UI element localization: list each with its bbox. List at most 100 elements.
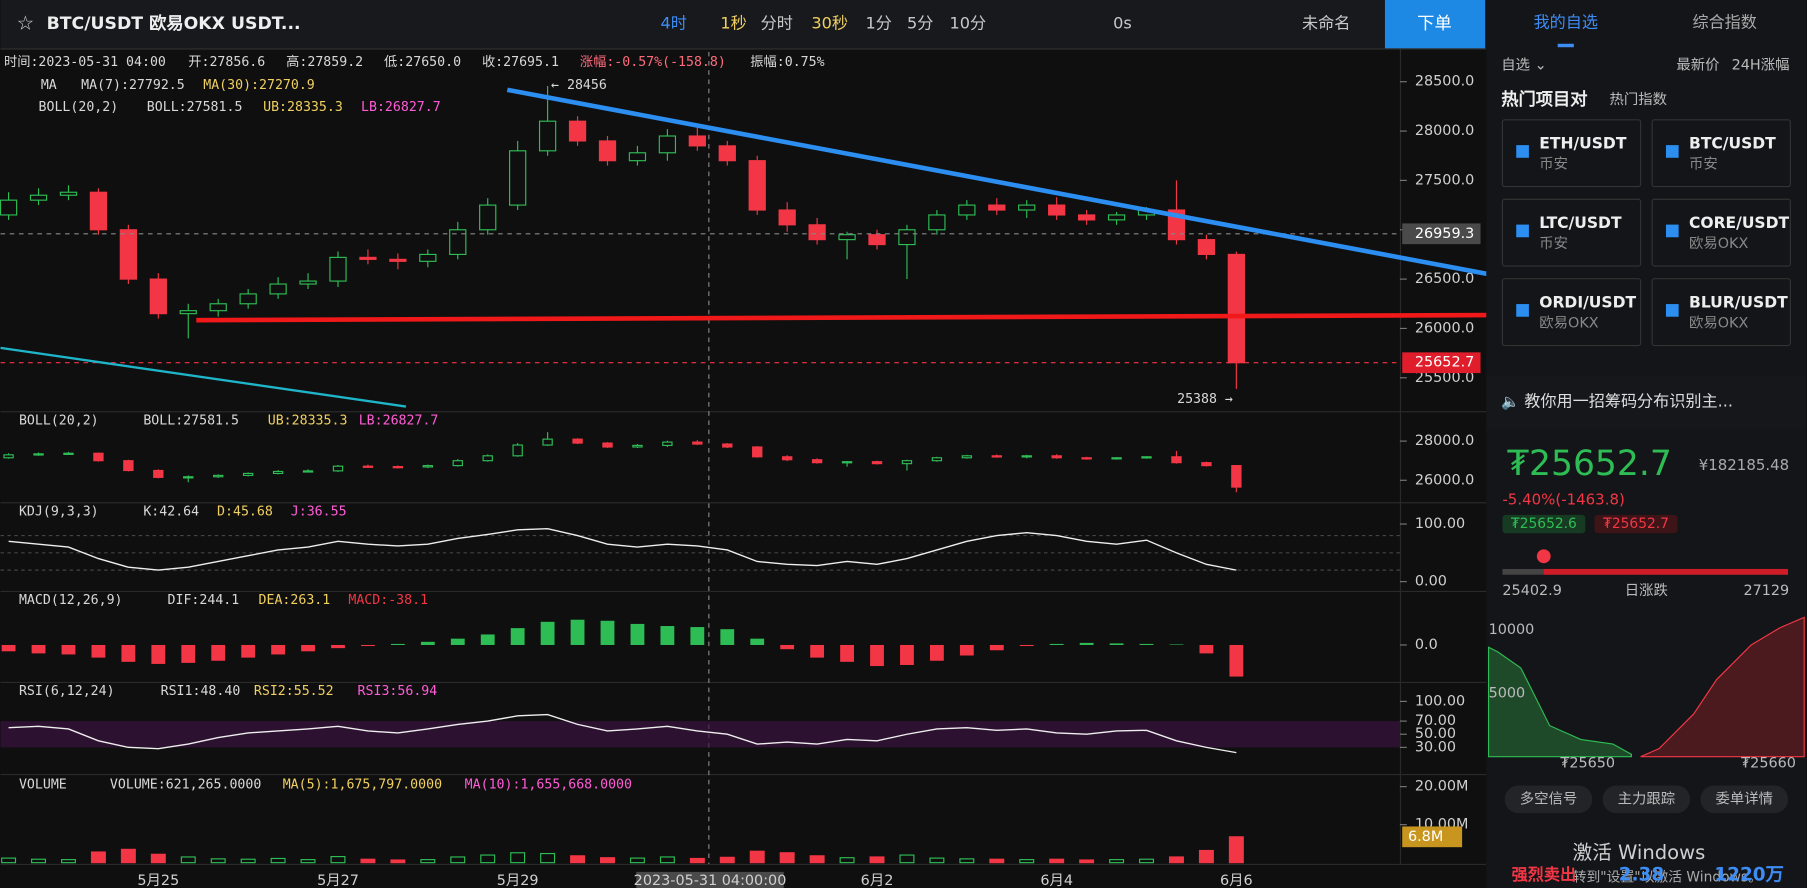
mini-candle-body: [811, 459, 823, 464]
info-item: 振幅:0.75%: [750, 54, 824, 70]
pair-checkbox[interactable]: [1665, 145, 1679, 158]
tab-index[interactable]: 综合指数: [1692, 13, 1756, 32]
volume-bar: [60, 859, 76, 864]
mini-candle-body: [841, 461, 853, 464]
signal-button-label[interactable]: 主力跟踪: [1618, 790, 1676, 807]
symbol[interactable]: BTC/USDT 欧易OKX USDT...: [47, 13, 301, 34]
macd-bar: [750, 638, 765, 645]
depth-bids: [1488, 646, 1632, 758]
macd-bar: [870, 644, 884, 667]
volume-bar: [1, 857, 17, 864]
volume-bar: [1168, 856, 1184, 864]
depth-x-left: ₮25650: [1560, 756, 1615, 772]
mini-candle-body: [572, 438, 583, 444]
legend-item: MA(30):27270.9: [203, 78, 315, 93]
macd-bar: [1139, 643, 1154, 645]
col-change: 24H涨幅: [1732, 57, 1790, 74]
legend-item: BOLL(20,2): [19, 413, 99, 428]
volume-bar: [1198, 849, 1214, 864]
legend-item: LB:26827.7: [359, 413, 439, 428]
candle-body: [658, 135, 677, 154]
crosshair-time: 2023-05-31 04:00:00: [634, 873, 787, 888]
pair-card[interactable]: [1651, 119, 1791, 188]
info-item: 高:27859.2: [286, 53, 363, 70]
pair-card[interactable]: [1501, 119, 1642, 188]
signal-button-label[interactable]: 多空信号: [1520, 790, 1578, 807]
volume-bar: [1109, 859, 1125, 864]
news[interactable]: 教你用一招筹码分布识别主...: [1524, 391, 1733, 410]
candle-body: [568, 120, 587, 142]
pair-checkbox[interactable]: [1665, 224, 1679, 238]
candle-body: [718, 145, 736, 162]
mini-candle-body: [752, 446, 763, 458]
interval[interactable]: 30秒: [811, 14, 848, 33]
filter[interactable]: 自选 ⌄: [1501, 57, 1546, 74]
mini-candle-body: [362, 465, 374, 468]
volume-bar: [300, 859, 316, 864]
legend-item: DIF:244.1: [168, 593, 240, 608]
candle-body: [778, 209, 796, 226]
tab-watchlist[interactable]: 我的自选: [1534, 13, 1598, 32]
hot-index[interactable]: 热门指数: [1610, 91, 1668, 108]
candle-body: [329, 256, 347, 282]
signal-button[interactable]: [1700, 785, 1789, 814]
y-tick-label: 0.0: [1415, 637, 1438, 653]
candle-body: [389, 258, 407, 262]
y-tick-label: 26000.0: [1415, 472, 1474, 488]
macd-bar: [301, 644, 315, 652]
refresh-label[interactable]: 0s: [1113, 14, 1132, 33]
interval[interactable]: 5分: [907, 14, 933, 33]
order-button[interactable]: [1384, 0, 1486, 49]
button-row: 多空信号 主力跟踪 委单详情: [1504, 785, 1789, 814]
info-line: 时间:2023-05-31 04:00 开:27856.6 高:27859.2 低:2…: [4, 53, 825, 70]
mini-candle-body: [183, 476, 194, 479]
legend-item: MA: [41, 78, 57, 93]
interval[interactable]: 4时: [660, 14, 686, 33]
candle-body: [149, 278, 167, 315]
candle-body: [299, 280, 317, 285]
hot-pairs[interactable]: 热门项目对: [1501, 89, 1587, 110]
signal-button[interactable]: [1602, 785, 1691, 814]
macd-bar: [840, 644, 854, 662]
volume-bar: [330, 856, 346, 864]
pair-checkbox[interactable]: [1665, 304, 1679, 317]
signal-button[interactable]: [1504, 785, 1593, 814]
toolbar: [0, 0, 1487, 49]
interval-group: 4时 1秒 分时 30秒 1分 5分 10分: [660, 14, 986, 33]
mini-candle-body: [931, 457, 943, 462]
candle-body: [449, 229, 467, 256]
layout-name[interactable]: 未命名: [1302, 14, 1350, 33]
interval[interactable]: 10分: [950, 14, 987, 33]
interval[interactable]: 1分: [865, 14, 891, 33]
pair-card[interactable]: [1651, 278, 1791, 347]
candle-body: [928, 214, 946, 231]
pair-name: CORE/USDT: [1689, 214, 1790, 232]
macd-bar: [510, 628, 525, 645]
pair-card[interactable]: [1501, 278, 1642, 347]
macd-bar: [480, 634, 495, 645]
volume-bar: [899, 854, 915, 864]
legend-item: UB:28335.3: [263, 100, 343, 115]
macd-bar: [929, 644, 944, 661]
mini-candle-body: [1021, 455, 1032, 458]
star-icon[interactable]: ☆: [17, 12, 35, 35]
pair-checkbox[interactable]: [1516, 224, 1529, 238]
pair-card[interactable]: [1651, 198, 1791, 267]
pair-checkbox[interactable]: [1516, 304, 1529, 317]
last-price-box: [1402, 352, 1481, 374]
signal-button-label[interactable]: 委单详情: [1716, 790, 1773, 807]
pair-card[interactable]: [1501, 198, 1642, 267]
legend-item: J:36.55: [291, 504, 347, 519]
interval[interactable]: 1秒: [720, 14, 746, 33]
tab-indicator: [1557, 43, 1574, 48]
macd-bar: [211, 644, 226, 661]
pair-checkbox[interactable]: [1516, 145, 1529, 158]
candle-body: [509, 150, 527, 206]
mini-candle-body: [1111, 457, 1122, 460]
macd-bar: [1109, 643, 1124, 645]
order-button-label[interactable]: 下单: [1417, 14, 1452, 34]
activate-hint: 转到"设置"以激活 Windows。: [1573, 869, 1762, 886]
interval[interactable]: 分时: [761, 14, 793, 33]
mini-candle-body: [482, 455, 493, 462]
last-price: ₮25652.7: [1507, 444, 1672, 484]
